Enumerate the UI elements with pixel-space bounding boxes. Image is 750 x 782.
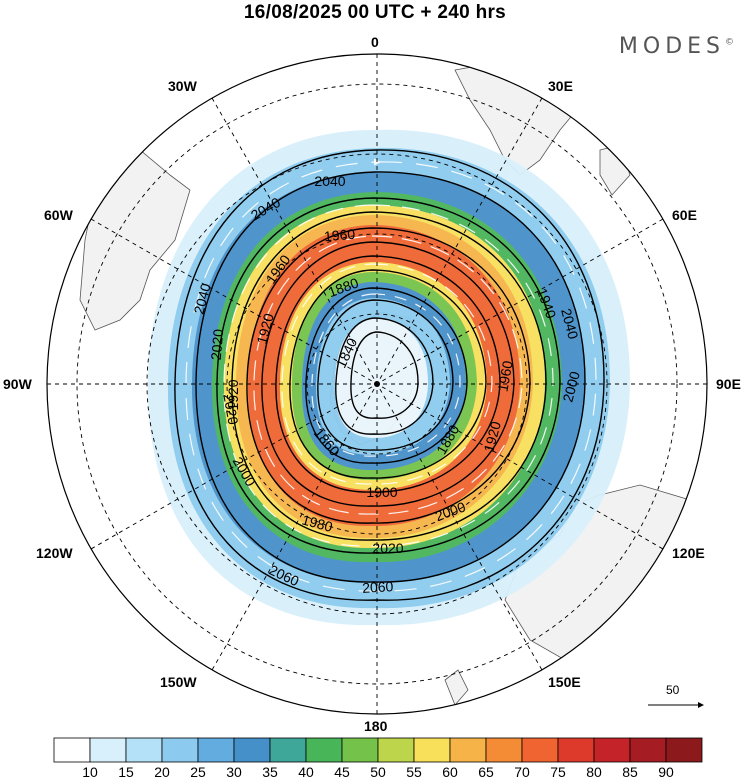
contour-label: 1960 [323, 226, 356, 245]
colorbar-label: 70 [514, 764, 530, 780]
lon-label-180: 180 [364, 718, 388, 734]
colorbar-label: 15 [118, 764, 134, 780]
lon-label-0: 0 [371, 34, 379, 50]
contour-1900 [305, 287, 468, 464]
contour-label: 2020 [208, 328, 227, 361]
colorbar-cell [269, 737, 307, 763]
streamline-inner [281, 263, 493, 485]
colorbar-label: 10 [82, 764, 98, 780]
contour-label: 2040 [558, 307, 582, 341]
lon-label-150w: 150W [160, 674, 197, 690]
colorbar-label: 85 [622, 764, 638, 780]
lon-label-90e: 90E [716, 376, 741, 392]
colorbar-cell [305, 737, 343, 763]
colorbar-cell [629, 737, 667, 763]
colorbar-cell [449, 737, 487, 763]
reference-vector-label: 50 [666, 683, 680, 697]
colorbar-cell [665, 737, 703, 763]
contour-label: 1920 [480, 419, 504, 453]
contour-1980 [246, 227, 531, 524]
colorbar-label: 75 [550, 764, 566, 780]
colorbar-cell [89, 737, 127, 763]
contour-1880 [317, 299, 454, 451]
colorbar-cell [197, 737, 235, 763]
streamline-mid [223, 204, 554, 547]
lon-label-90w: 90W [3, 376, 32, 392]
land-south-america [79, 149, 191, 331]
streamline-jet [253, 235, 523, 515]
lon-label-120e: 120E [672, 545, 705, 561]
contour-1960 [261, 241, 515, 507]
lon-label-60w: 60W [44, 207, 73, 223]
colorbar-cell [53, 737, 91, 763]
contour-label: 1920 [253, 311, 277, 345]
colorbar-label: 20 [154, 764, 170, 780]
copyright-mark: © [725, 37, 734, 48]
map-title: 16/08/2025 00 UTC + 240 hrs [243, 2, 507, 23]
contour-label: 2020 [220, 392, 241, 426]
colorbar-cell [485, 737, 523, 763]
latitude-circle-4 [76, 83, 678, 685]
wind-vectors [185, 162, 597, 592]
map-disk [47, 54, 707, 714]
colorbar-label: 25 [190, 764, 206, 780]
contour-1860 [335, 317, 434, 435]
colorbar-cell [125, 737, 163, 763]
contour-2020 [216, 197, 561, 554]
colorbar-label: 60 [442, 764, 458, 780]
colorbar-cell [593, 737, 631, 763]
contour-label: 1960 [494, 359, 515, 393]
colorbar-cell [413, 737, 451, 763]
colorbar-label: 55 [406, 764, 422, 780]
south-pole-dot [374, 381, 380, 387]
lon-label-30w: 30W [168, 78, 197, 94]
lon-label-150e: 150E [548, 674, 581, 690]
contour-label: 2040 [314, 173, 345, 189]
lon-label-120w: 120W [36, 545, 73, 561]
contour-1920 [289, 269, 487, 479]
land-new-zealand [444, 669, 469, 706]
colorbar-cell [341, 737, 379, 763]
map-border [46, 53, 708, 715]
contour-label: 1920 [225, 379, 241, 410]
colorbar-label: 80 [586, 764, 602, 780]
colorbar-label: 35 [262, 764, 278, 780]
streamline-outer [185, 162, 597, 592]
contour-label: 2020 [372, 540, 403, 556]
brand-name: MODES [618, 34, 725, 59]
colorbar-cell [233, 737, 271, 763]
contour-1940 [275, 255, 501, 493]
colorbar-cell [161, 737, 199, 763]
colorbar-label: 40 [298, 764, 314, 780]
contour-2040 [195, 171, 586, 583]
lon-label-30e: 30E [548, 78, 573, 94]
colorbar-label: 65 [478, 764, 494, 780]
contour-label: 1900 [366, 484, 397, 500]
colorbar-label: 30 [226, 764, 242, 780]
brand-logo: MODES© [619, 34, 734, 59]
contour-label: 2040 [190, 281, 214, 315]
colorbar-cell [557, 737, 595, 763]
contour-1840 [350, 331, 419, 419]
colorbar-cell [521, 737, 559, 763]
colorbar-label: 50 [370, 764, 386, 780]
colorbar-label: 45 [334, 764, 350, 780]
colorbar-cell [377, 737, 415, 763]
lon-label-60e: 60E [672, 207, 697, 223]
colorbar [53, 737, 703, 763]
colorbar-label: 90 [658, 764, 674, 780]
contour-2000 [231, 211, 547, 541]
contour-label: 2000 [559, 369, 583, 403]
contour-label: 1980 [300, 511, 334, 535]
contour-label: 2060 [362, 578, 394, 596]
streamline-core [311, 293, 461, 457]
